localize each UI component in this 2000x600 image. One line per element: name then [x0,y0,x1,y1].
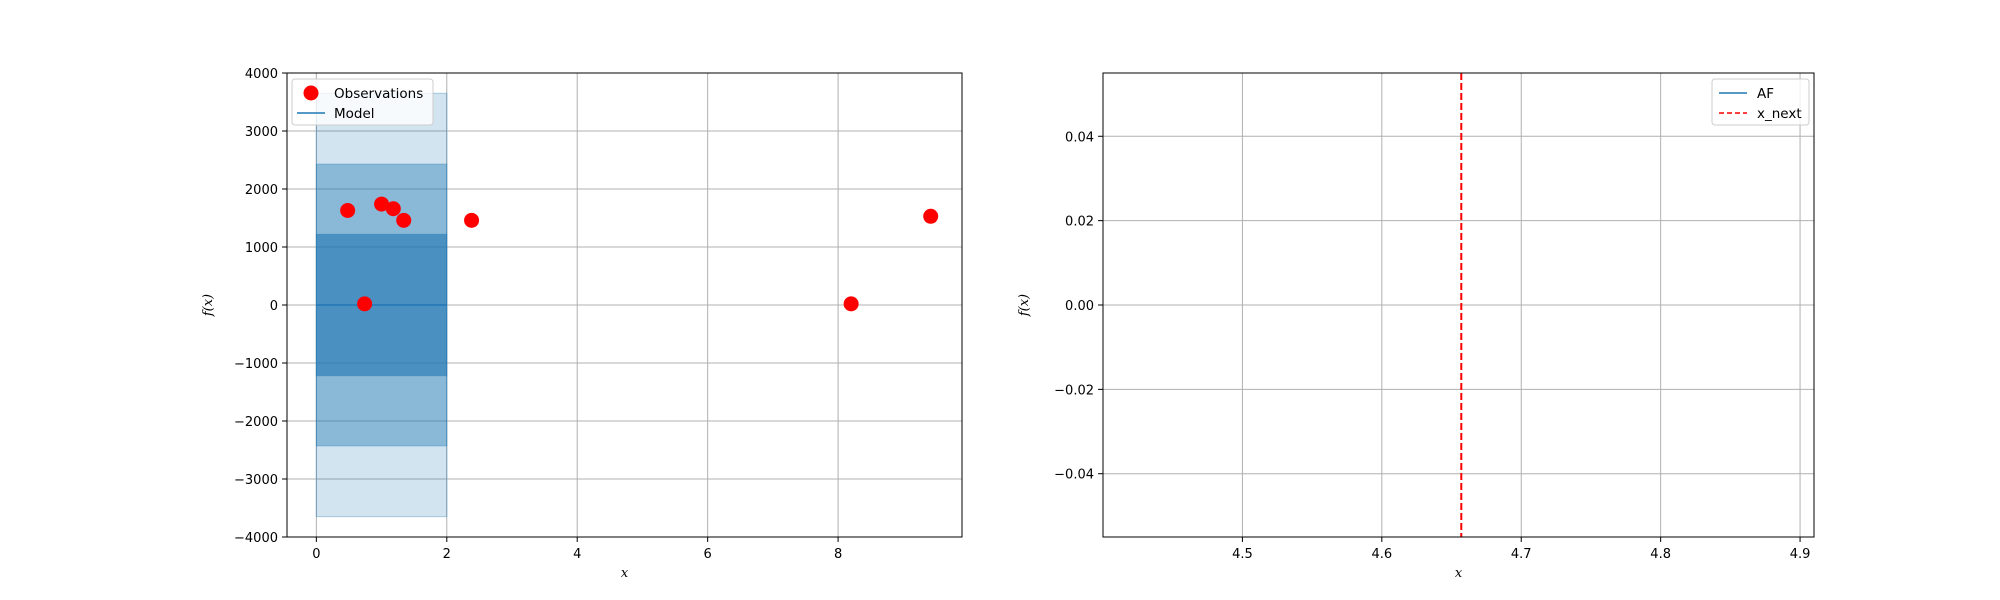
legend-af-label: AF [1757,86,1774,102]
y-tick-label: −0.04 [1054,468,1094,483]
y-tick-label: 0.02 [1065,215,1094,230]
legend-box [291,78,434,126]
y-tick-label: 3000 [245,125,278,140]
observations-model-plot: 0 2 4 6 8 −4000 −3000 −2000 −1000 0 1000 2000 3000 4… [201,67,963,581]
y-tick-label: −2000 [234,415,278,430]
y-tick-label: −3000 [234,473,278,488]
x-tick-label: 8 [834,547,842,562]
y-axis-label: f(x) [1017,294,1032,317]
observation-point [843,296,859,312]
x-axis-label: x [621,566,629,581]
observation-point [357,296,373,312]
acquisition-function-plot: 4.5 4.6 4.7 4.8 4.9 −0.04 −0.02 0.00 0.02 0.04 x… [1017,72,1815,581]
x-tick-label: 4 [573,547,581,562]
y-tick-label: 4000 [245,67,278,82]
observation-point [396,212,412,228]
legend-observations-label: Observations [334,86,423,102]
x-tick-label: 4.8 [1650,547,1671,562]
x-tick-label: 4.7 [1511,547,1532,562]
x-tick-label: 6 [704,547,712,562]
legend-model-label: Model [334,106,375,122]
y-tick-label: −1000 [234,357,278,372]
grid-lines [1103,73,1814,537]
x-tick-label: 2 [443,547,451,562]
y-tick-label: −4000 [234,531,278,546]
y-tick-label: 0.04 [1065,130,1094,145]
observation-point [374,196,390,212]
legend: AF x_next [1711,78,1810,126]
x-tick-label: 4.6 [1371,547,1392,562]
observation-point [464,212,480,228]
observation-point [340,202,356,218]
legend-x-next-label: x_next [1757,106,1802,122]
y-axis-label: f(x) [201,294,216,317]
observation-point [385,201,401,217]
y-tick-label: −0.02 [1054,383,1094,398]
y-tick-label: 0 [270,299,278,314]
x-axis-ticks: 4.5 4.6 4.7 4.8 4.9 [1232,537,1810,562]
x-tick-label: 4.9 [1790,547,1811,562]
y-axis-ticks: −4000 −3000 −2000 −1000 0 1000 2000 3000 4000 [234,67,287,546]
y-tick-label: 2000 [245,183,278,198]
legend: Observations Model [291,78,434,126]
x-tick-label: 4.5 [1232,547,1253,562]
y-tick-label: 1000 [245,241,278,256]
y-axis-ticks: −0.04 −0.02 0.00 0.02 0.04 [1054,130,1103,483]
x-tick-label: 0 [312,547,320,562]
y-tick-label: 0.00 [1065,299,1094,314]
legend-observations-marker [303,85,319,101]
x-axis-ticks: 0 2 4 6 8 [312,537,842,562]
observation-point [923,208,939,224]
observation-points [340,196,939,312]
x-axis-label: x [1455,566,1463,581]
